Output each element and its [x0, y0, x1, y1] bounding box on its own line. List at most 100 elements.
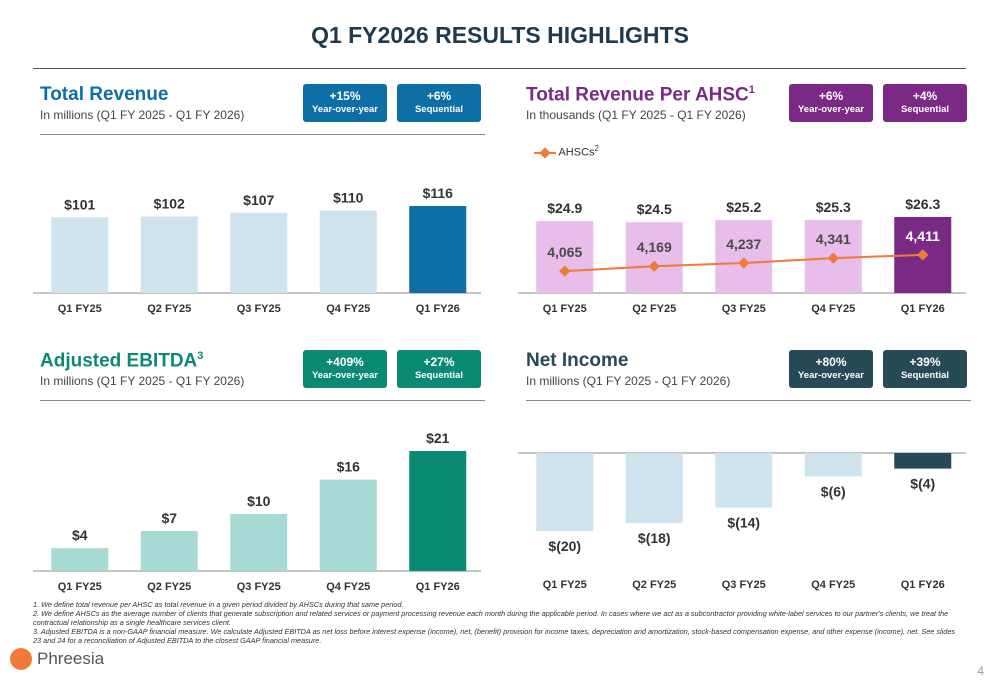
- yoy-badge: +15% Year-over-year: [303, 84, 387, 122]
- data-label: $(14): [727, 515, 760, 531]
- category-label: Q1 FY25: [543, 579, 587, 591]
- yoy-badge: +80% Year-over-year: [789, 350, 873, 388]
- footnote: 1. We define total revenue per AHSC as t…: [33, 600, 404, 609]
- category-label: Q4 FY25: [326, 303, 370, 315]
- data-label: $24.5: [637, 201, 672, 217]
- title-divider: [33, 68, 966, 69]
- category-label: Q3 FY25: [722, 579, 766, 591]
- sequential-badge: +4% Sequential: [883, 84, 967, 122]
- bar: [230, 513, 288, 571]
- net-income-panel: Net Income In millions (Q1 FY 2025 - Q1 …: [526, 350, 976, 590]
- category-label: Q4 FY25: [811, 579, 855, 591]
- category-label: Q1 FY26: [901, 579, 945, 591]
- data-label: $25.3: [816, 199, 851, 215]
- category-label: Q2 FY25: [632, 579, 676, 591]
- ahsc-label: 4,169: [637, 239, 672, 255]
- bar: [140, 216, 198, 293]
- ahsc-label: 4,065: [547, 244, 582, 260]
- bar: [140, 531, 198, 571]
- chart-legend: AHSCs2: [534, 144, 599, 159]
- bar: [409, 451, 467, 571]
- category-label: Q1 FY25: [543, 303, 587, 315]
- category-label: Q1 FY26: [416, 581, 460, 593]
- category-label: Q1 FY25: [58, 303, 102, 315]
- panel-subtitle: In millions (Q1 FY 2025 - Q1 FY 2026): [40, 374, 245, 388]
- data-label: $16: [337, 459, 361, 475]
- category-label: Q4 FY25: [326, 581, 370, 593]
- category-label: Q3 FY25: [722, 303, 766, 315]
- panel-title: Total Revenue: [40, 84, 169, 105]
- bar: [715, 220, 773, 293]
- bar: [536, 453, 594, 531]
- bar: [409, 206, 467, 293]
- data-label: $26.3: [905, 196, 940, 212]
- ahsc-marker: [648, 260, 660, 272]
- bar: [536, 221, 594, 293]
- bar: [319, 210, 377, 293]
- category-label: Q2 FY25: [147, 581, 191, 593]
- panel-subtitle: In millions (Q1 FY 2025 - Q1 FY 2026): [40, 108, 245, 122]
- revenue-per-ahsc-panel: Total Revenue Per AHSC1 In thousands (Q1…: [526, 84, 976, 324]
- bar: [51, 217, 109, 293]
- sequential-badge: +6% Sequential: [397, 84, 481, 122]
- data-label: $107: [243, 192, 274, 208]
- footnote: 2. We define AHSCs as the average number…: [33, 609, 949, 627]
- bar: [319, 479, 377, 571]
- data-label: $116: [423, 185, 454, 201]
- data-label: $7: [161, 510, 177, 526]
- ahsc-label: 4,237: [726, 236, 761, 252]
- revenue-per-ahsc-chart: $24.9 Q1 FY25 $24.5 Q2 FY25 $25.2 Q3 FY25 $25.…: [518, 196, 966, 315]
- bar: [715, 453, 773, 508]
- panel-title: Net Income: [526, 350, 629, 371]
- bar: [804, 453, 862, 477]
- data-label: $101: [64, 196, 95, 212]
- data-label: $4: [72, 527, 88, 543]
- category-label: Q3 FY25: [237, 581, 281, 593]
- data-label: $21: [426, 430, 450, 446]
- panel-subtitle: In millions (Q1 FY 2025 - Q1 FY 2026): [526, 374, 731, 388]
- bar: [894, 453, 952, 469]
- net-income-chart: $(20) Q1 FY25 $(18) Q2 FY25 $(14) Q3 FY25 $(6)…: [518, 452, 966, 591]
- panel-divider: [40, 134, 485, 135]
- yoy-badge: +409% Year-over-year: [303, 350, 387, 388]
- bar: [51, 548, 109, 571]
- panel-title: Total Revenue Per AHSC1: [526, 84, 755, 106]
- adjusted-ebitda-panel: Adjusted EBITDA3 In millions (Q1 FY 2025…: [40, 350, 490, 590]
- ahsc-label: 4,411: [906, 228, 940, 244]
- bar: [625, 453, 683, 524]
- data-label: $25.2: [726, 199, 761, 215]
- category-label: Q1 FY26: [901, 303, 945, 315]
- panel-title: Adjusted EBITDA3: [40, 350, 204, 372]
- total-revenue-panel: Total Revenue In millions (Q1 FY 2025 - …: [40, 84, 490, 324]
- page-title: Q1 FY2026 RESULTS HIGHLIGHTS: [311, 22, 689, 48]
- total-revenue-chart: $101 Q1 FY25 $102 Q2 FY25 $107 Q3 FY25 $110 Q4 …: [33, 185, 481, 315]
- data-label: $102: [154, 196, 185, 212]
- adjusted-ebitda-chart: $4 Q1 FY25 $7 Q2 FY25 $10 Q3 FY25 $16 Q4 FY25 $2…: [33, 430, 481, 593]
- data-label: $110: [333, 190, 364, 206]
- bar: [230, 212, 288, 293]
- category-label: Q4 FY25: [811, 303, 855, 315]
- category-label: Q3 FY25: [237, 303, 281, 315]
- panel-divider: [40, 400, 485, 401]
- data-label: $10: [247, 493, 271, 509]
- page-number: 4: [977, 664, 984, 678]
- data-label: $(20): [548, 538, 581, 554]
- data-label: $24.9: [547, 200, 582, 216]
- yoy-badge: +6% Year-over-year: [789, 84, 873, 122]
- bar: [625, 222, 683, 293]
- panel-divider: [526, 400, 971, 401]
- category-label: Q1 FY26: [416, 303, 460, 315]
- data-label: $(4): [910, 476, 935, 492]
- data-label: $(18): [638, 530, 671, 546]
- legend-sup: 2: [594, 144, 599, 153]
- footnotes: 1. We define total revenue per AHSC as t…: [33, 600, 963, 645]
- data-label: $(6): [821, 483, 846, 499]
- sequential-badge: +39% Sequential: [883, 350, 967, 388]
- category-label: Q2 FY25: [147, 303, 191, 315]
- ahsc-label: 4,341: [816, 231, 851, 247]
- legend-label: AHSCs: [558, 146, 595, 159]
- footnote: 3. Adjusted EBITDA is a non-GAAP financi…: [33, 627, 956, 645]
- logo-mark-icon: [10, 648, 32, 670]
- sequential-badge: +27% Sequential: [397, 350, 481, 388]
- legend-marker-icon: [534, 147, 556, 159]
